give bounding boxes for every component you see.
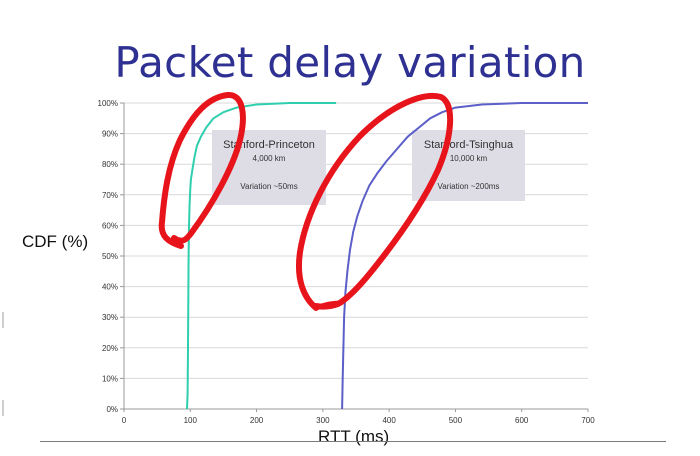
y-tick-label: 60% <box>102 221 118 230</box>
y-tick-label: 0% <box>106 405 118 414</box>
y-tick-label: 100% <box>98 99 118 108</box>
x-tick-label: 200 <box>250 416 264 425</box>
y-tick-label: 80% <box>102 160 118 169</box>
y-axis-label: CDF (%) <box>22 232 89 251</box>
slide-edge-mark <box>2 312 4 328</box>
x-axis-label: RTT (ms) <box>318 427 390 446</box>
red-ink-loop-tsinghua <box>296 93 454 311</box>
y-tick-label: 30% <box>102 313 118 322</box>
x-tick-label: 300 <box>316 416 330 425</box>
slide-edge-mark <box>2 400 4 416</box>
annotation-distance-princeton: 4,000 km <box>253 154 286 163</box>
x-tick-label: 700 <box>581 416 595 425</box>
x-tick-label: 100 <box>184 416 198 425</box>
y-tick-label: 10% <box>102 374 118 383</box>
slide-title: Packet delay variation <box>114 38 586 87</box>
x-tick-label: 0 <box>122 416 127 425</box>
x-tick-label: 600 <box>515 416 529 425</box>
annotation-title-tsinghua: Stanford-Tsinghua <box>424 139 514 151</box>
chart-annotation-boxes: Stanford-Princeton 4,000 km Variation ~50m… <box>212 130 525 205</box>
y-tick-label: 20% <box>102 344 118 353</box>
y-tick-label: 70% <box>102 191 118 200</box>
annotation-distance-tsinghua: 10,000 km <box>450 154 488 163</box>
red-ink-loop-princeton <box>158 92 246 249</box>
annotation-variation-princeton: Variation ~50ms <box>240 182 297 191</box>
y-tick-label: 50% <box>102 252 118 261</box>
red-ink-tail-tsinghua <box>313 300 344 311</box>
slide-divider <box>40 441 666 442</box>
red-ink-annotations <box>158 92 454 311</box>
chart-tick-labels: 0% 10% 20% 30% 40% 50% 60% 70% 80% 90% 100% 0 100 200… <box>98 99 596 425</box>
annotation-variation-tsinghua: Variation ~200ms <box>438 182 500 191</box>
chart-axes <box>120 102 589 412</box>
y-tick-label: 40% <box>102 283 118 292</box>
annotation-title-princeton: Stanford-Princeton <box>223 139 315 151</box>
x-tick-label: 400 <box>382 416 396 425</box>
series-line-princeton <box>186 102 337 410</box>
y-tick-label: 90% <box>102 130 118 139</box>
x-tick-label: 500 <box>449 416 463 425</box>
